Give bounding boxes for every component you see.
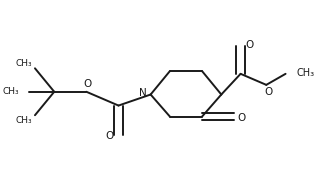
Text: N: N xyxy=(139,88,147,98)
Text: CH₃: CH₃ xyxy=(296,68,314,78)
Text: CH₃: CH₃ xyxy=(15,59,32,68)
Text: O: O xyxy=(84,79,92,89)
Text: O: O xyxy=(105,131,114,141)
Text: O: O xyxy=(245,40,254,50)
Text: O: O xyxy=(238,113,246,123)
Text: O: O xyxy=(265,87,273,97)
Text: CH₃: CH₃ xyxy=(2,87,19,96)
Text: CH₃: CH₃ xyxy=(15,116,32,125)
